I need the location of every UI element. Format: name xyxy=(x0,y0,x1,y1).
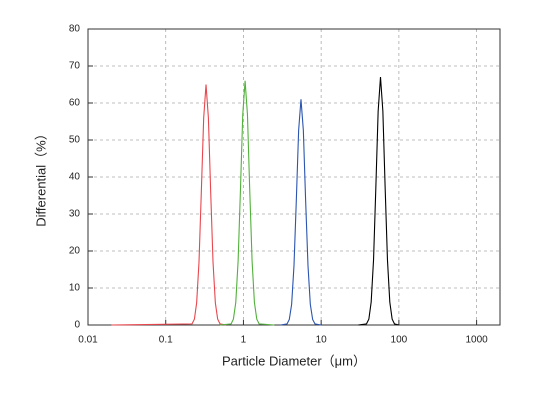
series-line xyxy=(358,77,400,326)
y-tick-label: 20 xyxy=(69,246,81,257)
x-axis-label: Particle Diameter（μm） xyxy=(222,353,366,368)
x-tick-label: 100 xyxy=(391,335,408,346)
series-line xyxy=(219,80,275,326)
x-tick-label: 10 xyxy=(316,335,328,346)
y-tick-label: 30 xyxy=(69,209,81,220)
y-tick-label: 40 xyxy=(69,172,81,183)
y-tick-label: 50 xyxy=(69,135,81,146)
y-tick-label: 80 xyxy=(69,24,81,35)
y-tick-label: 60 xyxy=(69,98,81,109)
plot-frame xyxy=(87,28,501,326)
y-tick-label: 70 xyxy=(69,61,81,72)
x-tick-label: 1 xyxy=(241,335,247,346)
y-axis-label: Differential（%） xyxy=(33,127,48,226)
series-line xyxy=(280,99,322,326)
y-tick-label: 0 xyxy=(74,320,80,331)
x-tick-label: 0.01 xyxy=(78,335,98,346)
series-line xyxy=(111,84,227,326)
x-tick-label: 1000 xyxy=(465,335,488,346)
x-tick-label: 0.1 xyxy=(159,335,173,346)
y-tick-label: 10 xyxy=(69,283,81,294)
